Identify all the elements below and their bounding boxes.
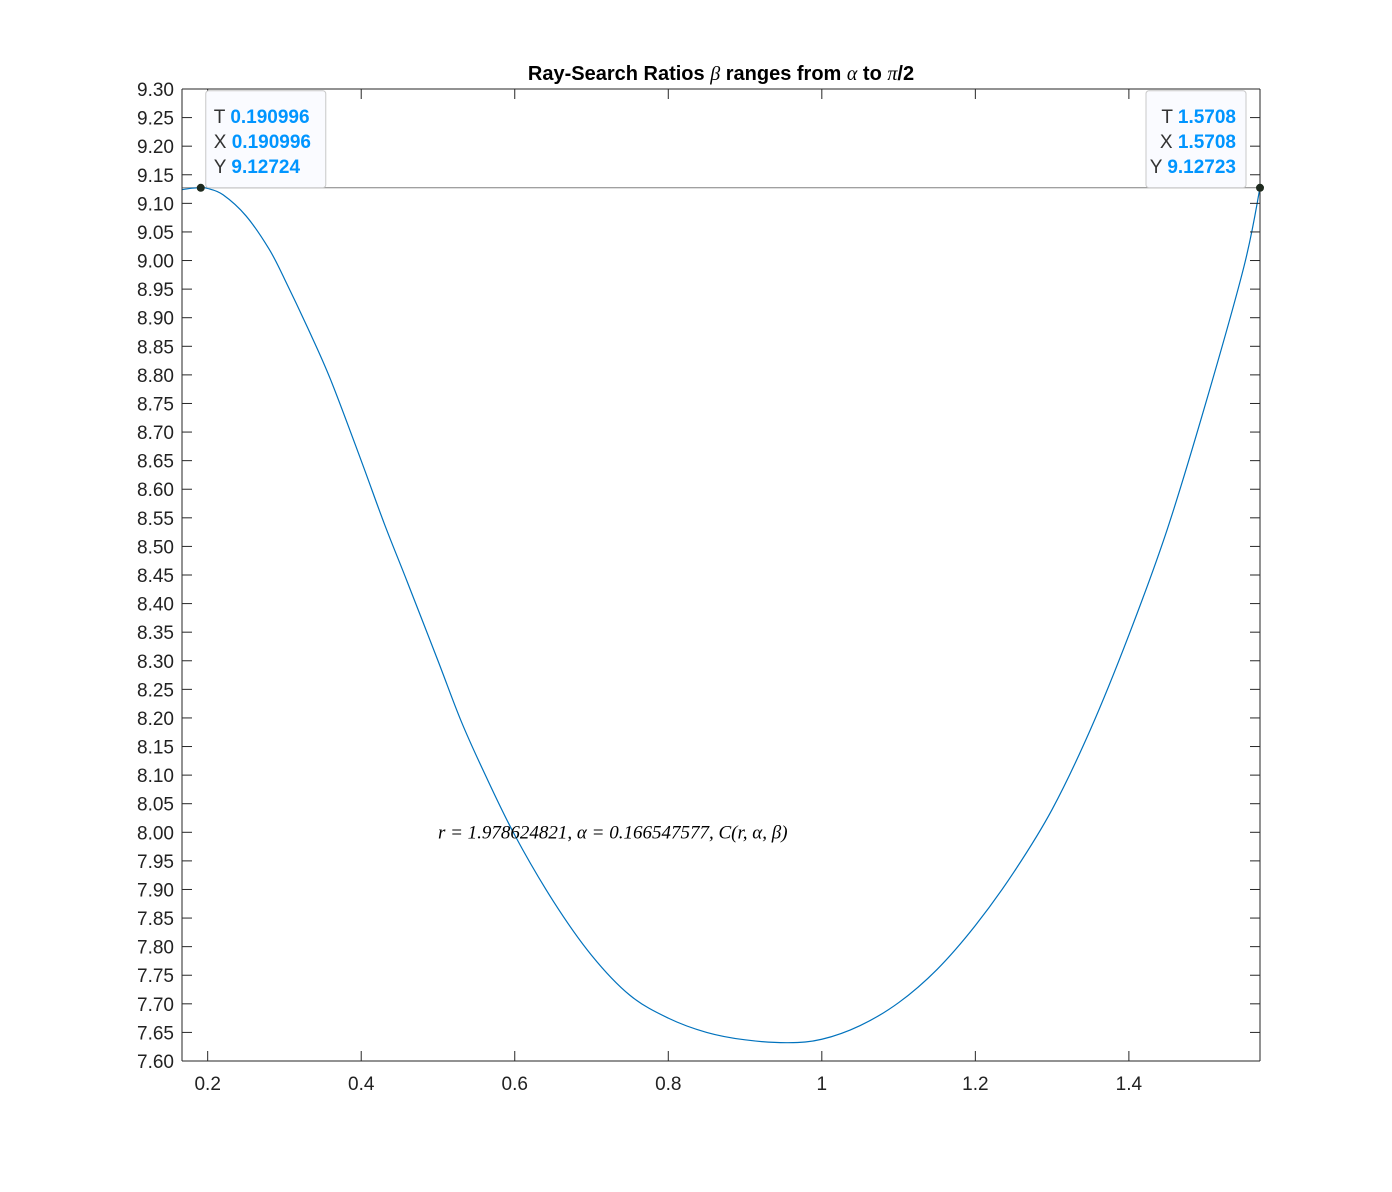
title-pi: π bbox=[887, 63, 898, 85]
y-tick-label: 8.35 bbox=[137, 623, 174, 644]
datatip-key: Y bbox=[214, 157, 232, 178]
chart-title: Ray-Search Ratios β ranges from α to π/2 bbox=[528, 63, 914, 85]
plot-background bbox=[182, 89, 1260, 1061]
y-tick-label: 9.30 bbox=[137, 80, 174, 101]
title-prefix: Ray-Search Ratios bbox=[528, 63, 710, 85]
datatip-marker[interactable] bbox=[196, 183, 205, 192]
datatip-marker[interactable] bbox=[1256, 183, 1264, 192]
datatip-row-x: X 1.5708 bbox=[1160, 132, 1236, 153]
y-tick-label: 8.40 bbox=[137, 595, 174, 616]
x-tick-label: 1 bbox=[817, 1074, 828, 1095]
axes: 7.60 7.65 7.70 7.75 7.80 7.85 7.90 7.95 8.00 8.05… bbox=[137, 80, 1261, 1095]
series-line-0 bbox=[182, 187, 1260, 1044]
y-tick-label: 9.15 bbox=[137, 166, 174, 187]
datatip-row-t: T 0.190996 bbox=[214, 107, 310, 128]
title-to: to bbox=[857, 63, 887, 85]
datatip-row-y: Y 9.12724 bbox=[214, 157, 301, 178]
y-tick-label: 8.05 bbox=[137, 795, 174, 816]
y-tick-label: 8.45 bbox=[137, 566, 174, 587]
x-tick-label: 0.8 bbox=[655, 1074, 681, 1095]
plot-area bbox=[182, 89, 1260, 1061]
y-tick-label: 9.25 bbox=[137, 109, 174, 130]
datatip-key: X bbox=[1160, 132, 1178, 153]
datatip-key: T bbox=[214, 107, 231, 128]
y-tick-label: 7.90 bbox=[137, 880, 174, 901]
annotation-layer: r = 1.978624821, α = 0.166547577, C(r, α… bbox=[438, 822, 788, 843]
x-tick-label: 0.6 bbox=[502, 1074, 528, 1095]
title-alpha: α bbox=[847, 63, 858, 85]
y-tick-label: 8.15 bbox=[137, 738, 174, 759]
svg-text:Ray-Search Ratios β ranges fro: Ray-Search Ratios β ranges from α to π/2 bbox=[528, 63, 914, 85]
x-tick-label: 0.4 bbox=[348, 1074, 375, 1095]
datatip-box bbox=[1145, 90, 1247, 189]
datatip-value: 1.5708 bbox=[1178, 132, 1236, 153]
y-tick-label: 8.95 bbox=[137, 280, 174, 301]
x-tick-label: 1.2 bbox=[962, 1074, 988, 1095]
annotation-text: r = 1.978624821, α = 0.166547577, C(r, α… bbox=[438, 822, 788, 843]
y-tick-label: 8.60 bbox=[137, 480, 174, 501]
datatip-box bbox=[205, 90, 327, 189]
y-tick-label: 7.70 bbox=[137, 995, 174, 1016]
y-tick-label: 9.05 bbox=[137, 223, 174, 244]
title-middle: ranges from bbox=[720, 63, 847, 85]
datatip-value: 1.5708 bbox=[1178, 107, 1236, 128]
title-beta: β bbox=[709, 63, 720, 85]
y-tick-label: 7.85 bbox=[137, 909, 174, 930]
y-tick-label: 8.80 bbox=[137, 366, 174, 387]
y-tick-label: 7.65 bbox=[137, 1023, 174, 1044]
x-tick-label: 1.4 bbox=[1116, 1074, 1143, 1095]
datatip-value: 9.12723 bbox=[1167, 157, 1236, 178]
y-tick-label: 9.20 bbox=[137, 137, 174, 158]
datatip-value: 9.12724 bbox=[231, 157, 300, 178]
y-tick-label: 8.65 bbox=[137, 452, 174, 473]
y-tick-label: 8.20 bbox=[137, 709, 174, 730]
y-tick-label: 7.80 bbox=[137, 938, 174, 959]
datatip-value: 0.190996 bbox=[232, 132, 311, 153]
y-tick-label: 7.75 bbox=[137, 966, 174, 987]
datatip-value: 0.190996 bbox=[230, 107, 309, 128]
y-tick-label: 8.10 bbox=[137, 766, 174, 787]
x-tick-label: 0.2 bbox=[194, 1074, 220, 1095]
y-tick-label: 8.00 bbox=[137, 823, 174, 844]
y-tick-label: 7.60 bbox=[137, 1052, 174, 1073]
y-tick-label: 8.30 bbox=[137, 652, 174, 673]
y-tick-label: 9.00 bbox=[137, 252, 174, 273]
y-tick-label: 9.10 bbox=[137, 194, 174, 215]
y-tick-label: 8.85 bbox=[137, 337, 174, 358]
datatip-row-y: Y 9.12723 bbox=[1150, 157, 1236, 178]
title-suffix: /2 bbox=[897, 63, 914, 85]
y-tick-label: 8.55 bbox=[137, 509, 174, 530]
y-tick-label: 8.50 bbox=[137, 537, 174, 558]
y-tick-label: 8.25 bbox=[137, 680, 174, 701]
y-tick-label: 8.90 bbox=[137, 309, 174, 330]
datatip-key: X bbox=[214, 132, 232, 153]
y-tick-label: 8.70 bbox=[137, 423, 174, 444]
datatip-key: T bbox=[1161, 107, 1178, 128]
y-tick-label: 8.75 bbox=[137, 394, 174, 415]
datatip-row-t: T 1.5708 bbox=[1161, 107, 1236, 128]
datatip-row-x: X 0.190996 bbox=[214, 132, 311, 153]
datatip-key: Y bbox=[1150, 157, 1168, 178]
y-tick-label: 7.95 bbox=[137, 852, 174, 873]
